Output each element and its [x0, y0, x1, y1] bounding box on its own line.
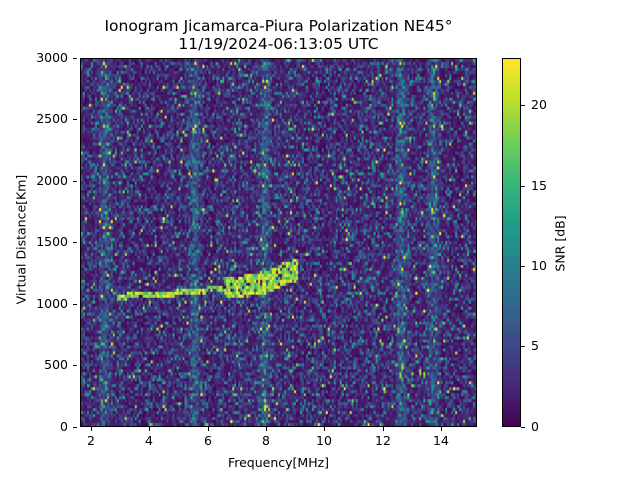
ytick-2500: 2500 — [36, 111, 77, 126]
colorbar-tick-15: 15 — [521, 178, 547, 193]
chart-title-line2: 11/19/2024-06:13:05 UTC — [178, 35, 379, 53]
xtick-12: 12 — [363, 427, 403, 448]
colorbar-tick-0: 0 — [521, 419, 539, 434]
xtick-10: 10 — [304, 427, 344, 448]
colorbar-label: SNR [dB] — [552, 215, 568, 272]
ytick-2000: 2000 — [36, 173, 77, 188]
xtick-14: 14 — [421, 427, 461, 448]
ionogram-heatmap — [80, 58, 477, 427]
ytick-0: 0 — [60, 419, 77, 434]
ytick-1000: 1000 — [36, 296, 77, 311]
heatmap-canvas — [81, 59, 476, 426]
y-axis-label: Virtual Distance[Km] — [13, 174, 29, 305]
chart-title: Ionogram Jicamarca-Piura Polarization NE… — [80, 17, 477, 53]
ytick-500: 500 — [44, 357, 77, 372]
xtick-2: 2 — [71, 427, 111, 448]
ytick-1500: 1500 — [36, 234, 77, 249]
colorbar-tick-10: 10 — [521, 258, 547, 273]
ytick-3000: 3000 — [36, 50, 77, 65]
xtick-8: 8 — [246, 427, 286, 448]
colorbar-tick-5: 5 — [521, 338, 539, 353]
xtick-6: 6 — [188, 427, 228, 448]
colorbar-tick-20: 20 — [521, 97, 547, 112]
colorbar — [502, 58, 521, 427]
x-axis-label: Frequency[MHz] — [227, 455, 330, 470]
xtick-4: 4 — [129, 427, 169, 448]
chart-title-line1: Ionogram Jicamarca-Piura Polarization NE… — [104, 17, 453, 35]
